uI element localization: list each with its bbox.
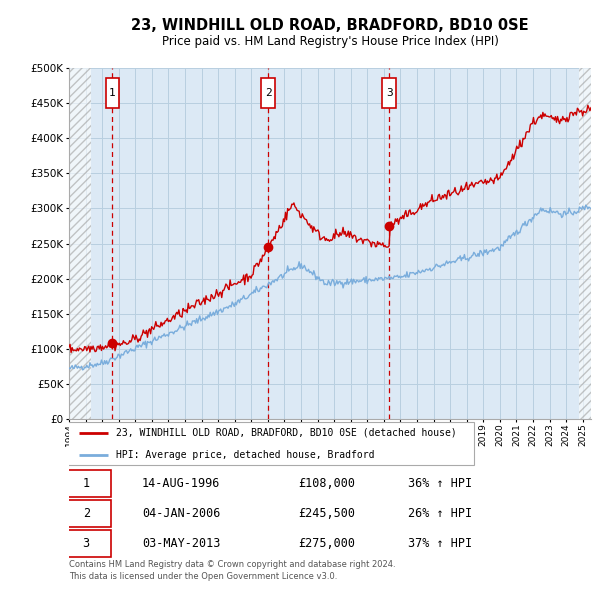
FancyBboxPatch shape [61,500,111,527]
FancyBboxPatch shape [261,78,275,109]
Text: 26% ↑ HPI: 26% ↑ HPI [409,507,472,520]
Text: 2: 2 [265,88,271,99]
Text: 23, WINDHILL OLD ROAD, BRADFORD, BD10 0SE (detached house): 23, WINDHILL OLD ROAD, BRADFORD, BD10 0S… [116,428,457,438]
FancyBboxPatch shape [61,530,111,556]
Text: 3: 3 [83,537,90,550]
FancyBboxPatch shape [382,78,396,109]
FancyBboxPatch shape [67,422,473,465]
Text: 2: 2 [83,507,90,520]
Text: Contains HM Land Registry data © Crown copyright and database right 2024.: Contains HM Land Registry data © Crown c… [69,559,395,569]
Text: £275,000: £275,000 [299,537,356,550]
Text: 1: 1 [83,477,90,490]
FancyBboxPatch shape [106,78,119,109]
FancyBboxPatch shape [61,470,111,497]
Bar [69,68,91,419]
Text: This data is licensed under the Open Government Licence v3.0.: This data is licensed under the Open Gov… [69,572,337,581]
Text: Price paid vs. HM Land Registry's House Price Index (HPI): Price paid vs. HM Land Registry's House … [161,35,499,48]
Text: 03-MAY-2013: 03-MAY-2013 [142,537,220,550]
Text: HPI: Average price, detached house, Bradford: HPI: Average price, detached house, Brad… [116,450,374,460]
Text: 37% ↑ HPI: 37% ↑ HPI [409,537,472,550]
Text: 3: 3 [386,88,393,99]
Text: 23, WINDHILL OLD ROAD, BRADFORD, BD10 0SE: 23, WINDHILL OLD ROAD, BRADFORD, BD10 0S… [131,18,529,33]
Text: 1: 1 [109,88,116,99]
Bar [580,68,591,419]
Text: £108,000: £108,000 [299,477,356,490]
Text: 04-JAN-2006: 04-JAN-2006 [142,507,220,520]
Text: £245,500: £245,500 [299,507,356,520]
Text: 14-AUG-1996: 14-AUG-1996 [142,477,220,490]
Text: 36% ↑ HPI: 36% ↑ HPI [409,477,472,490]
